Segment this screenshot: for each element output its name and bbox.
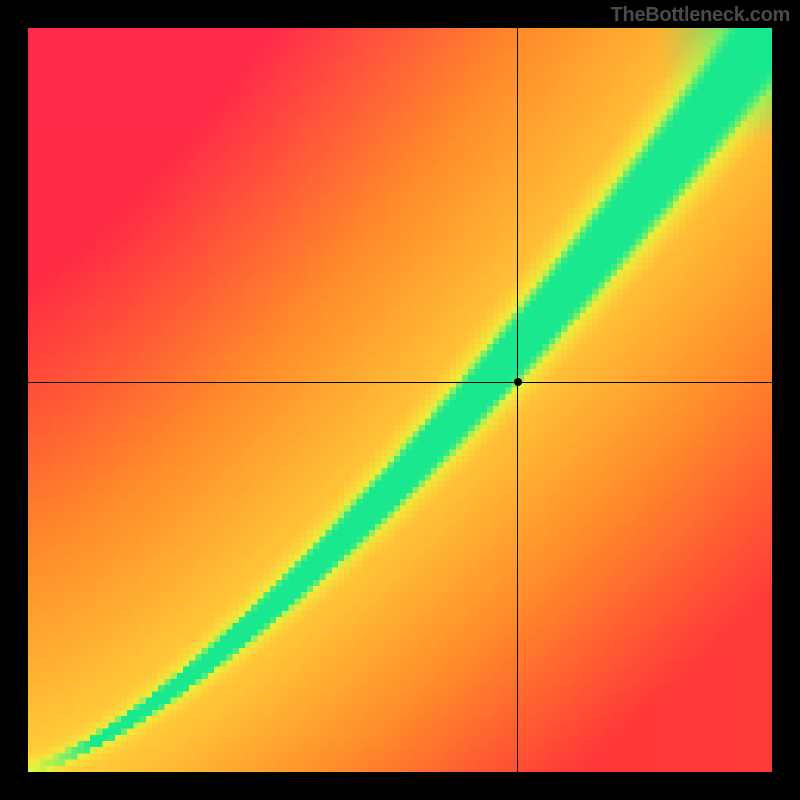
crosshair-horizontal: [28, 382, 772, 383]
crosshair-vertical: [517, 28, 518, 772]
watermark-text: TheBottleneck.com: [611, 4, 790, 27]
bottleneck-heatmap: [28, 28, 772, 772]
chart-container: TheBottleneck.com: [0, 0, 800, 800]
crosshair-marker: [514, 378, 522, 386]
